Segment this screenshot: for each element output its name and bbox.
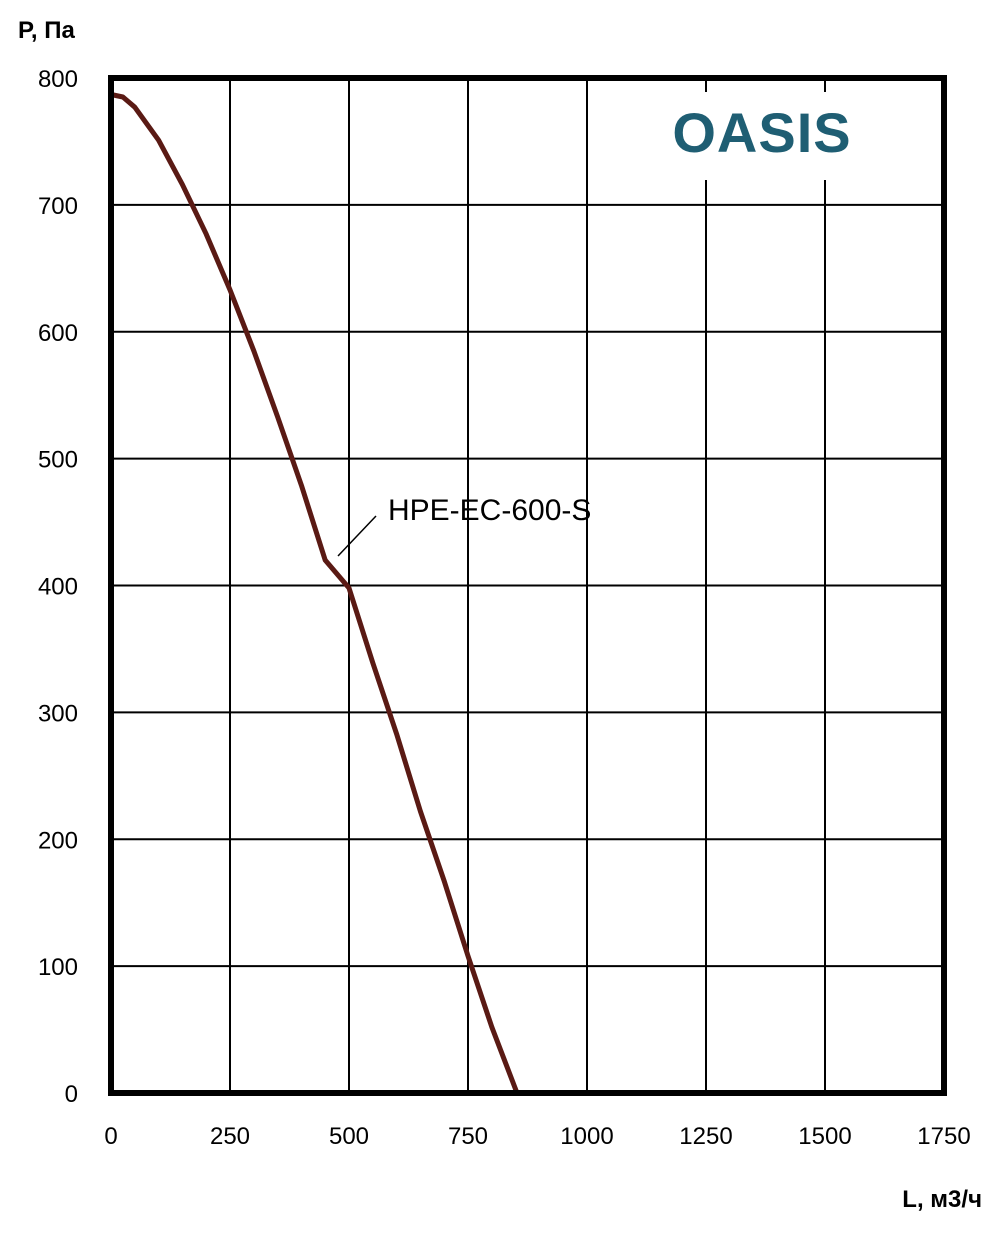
brand-background: [660, 92, 865, 180]
y-axis-label: P, Па: [18, 17, 76, 44]
x-tick-label: 1000: [560, 1123, 613, 1150]
y-tick-label: 800: [38, 66, 78, 93]
x-tick-label: 0: [104, 1123, 117, 1150]
series-lines: [108, 92, 520, 1096]
x-tick-label: 1500: [798, 1123, 851, 1150]
y-tick-label: 400: [38, 574, 78, 601]
y-tick-label: 200: [38, 827, 78, 854]
x-axis-ticks: 0 250 500 750 1000 1250 1500 1750: [104, 1123, 970, 1150]
x-tick-label: 250: [210, 1123, 250, 1150]
y-tick-label: 600: [38, 320, 78, 347]
y-tick-label: 100: [38, 954, 78, 981]
y-tick-label: 300: [38, 700, 78, 727]
x-tick-label: 1250: [679, 1123, 732, 1150]
brand-area: OASIS: [660, 92, 865, 180]
y-tick-label: 500: [38, 447, 78, 474]
y-tick-label: 0: [65, 1081, 78, 1108]
x-axis-label: L, м3/ч: [902, 1186, 982, 1213]
y-tick-label: 700: [38, 193, 78, 220]
y-axis-ticks: 0 100 200 300 400 500 600 700 800: [38, 66, 78, 1108]
plot-frame: [108, 75, 947, 1096]
oasis-logo: OASIS: [672, 101, 851, 164]
x-tick-label: 750: [448, 1123, 488, 1150]
series-line: [108, 92, 520, 1096]
x-tick-label: 500: [329, 1123, 369, 1150]
series-label-hpe-ec-600-s: HPE-EC-600-S: [388, 494, 591, 527]
x-tick-label: 1750: [917, 1123, 970, 1150]
series-label-leader: [337, 515, 377, 557]
